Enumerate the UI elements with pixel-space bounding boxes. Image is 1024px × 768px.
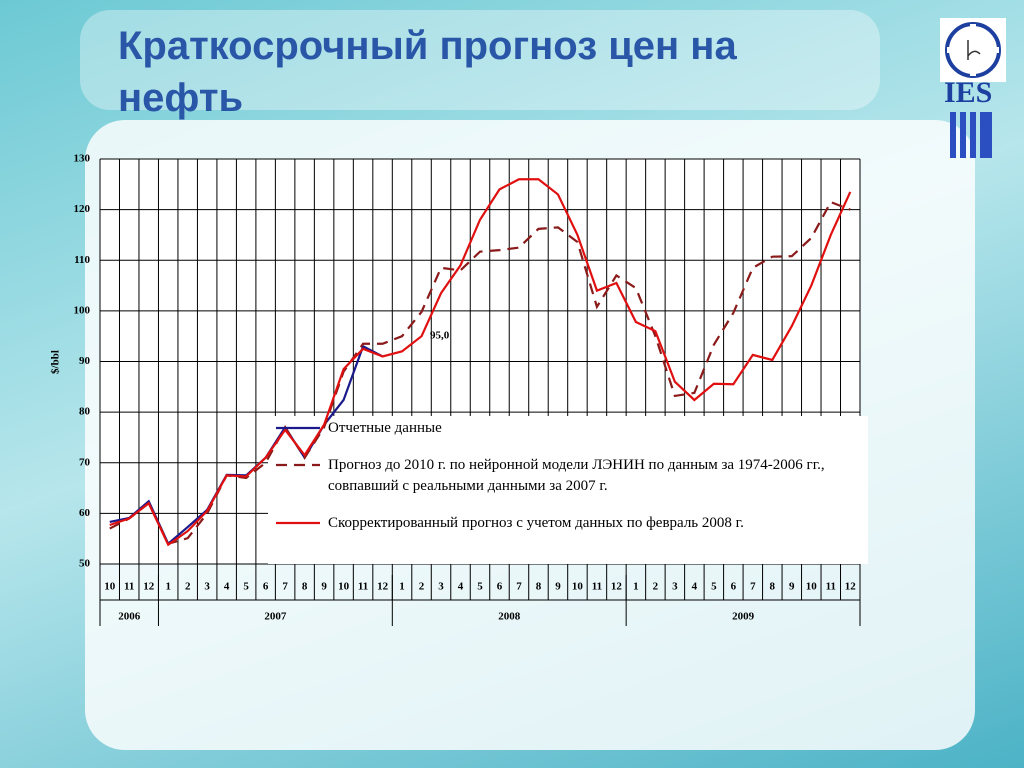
x-tick-label: 12	[143, 581, 155, 593]
x-tick-label: 9	[555, 581, 561, 593]
y-tick-label: 100	[74, 304, 91, 316]
legend-label: Скорректированный прогноз с учетом данны…	[328, 515, 744, 531]
x-tick-label: 5	[711, 581, 717, 593]
x-tick-label: 3	[438, 581, 444, 593]
legend-swatch	[276, 463, 320, 467]
legend: Отчетные данные Прогноз до 2010 г. по ней…	[270, 418, 870, 550]
x-tick-label: 1	[165, 581, 171, 593]
x-tick-label: 6	[497, 581, 503, 593]
x-tick-label: 5	[243, 581, 249, 593]
x-tick-label: 4	[458, 581, 464, 593]
logo	[940, 18, 1006, 82]
legend-box	[268, 416, 868, 564]
y-tick-label: 70	[79, 456, 91, 468]
x-tick-label: 10	[104, 581, 116, 593]
x-tick-label: 1	[633, 581, 639, 593]
x-tick-label: 11	[124, 581, 134, 593]
legend-entry: Прогноз до 2010 г. по нейронной модели Л…	[270, 455, 870, 497]
x-tick-label: 12	[377, 581, 389, 593]
x-tick-label: 8	[302, 581, 308, 593]
y-axis-label: $/bbl	[50, 350, 62, 374]
x-tick-label: 1	[399, 581, 405, 593]
slide-title: Краткосрочный прогноз цен на нефть	[118, 24, 737, 120]
logo-text: IES	[944, 76, 993, 109]
x-tick-label: 11	[826, 581, 836, 593]
x-tick-label: 4	[224, 581, 230, 593]
legend-entry: Отчетные данные	[270, 418, 870, 439]
x-tick-label: 2	[419, 581, 425, 593]
x-tick-label: 8	[536, 581, 542, 593]
x-tick-label: 3	[672, 581, 678, 593]
legend-swatch	[276, 521, 320, 525]
x-tick-label: 12	[611, 581, 623, 593]
year-label: 2009	[732, 611, 755, 623]
x-tick-label: 7	[516, 581, 522, 593]
x-tick-label: 10	[572, 581, 584, 593]
x-tick-label: 3	[204, 581, 210, 593]
legend-label: Прогноз до 2010 г. по нейронной модели Л…	[328, 457, 825, 494]
x-tick-label: 11	[592, 581, 602, 593]
x-tick-label: 2	[653, 581, 659, 593]
year-label: 2006	[118, 611, 141, 623]
panel	[80, 10, 880, 110]
annotation: 95,0	[430, 330, 450, 342]
x-tick-label: 11	[358, 581, 368, 593]
x-tick-label: 2	[185, 581, 191, 593]
y-tick-label: 130	[74, 153, 91, 165]
legend-swatch	[276, 426, 320, 430]
x-tick-label: 6	[731, 581, 737, 593]
x-tick-label: 10	[806, 581, 818, 593]
x-tick-label: 7	[750, 581, 756, 593]
x-tick-label: 12	[845, 581, 857, 593]
legend-label: Отчетные данные	[328, 420, 442, 436]
y-tick-label: 60	[79, 507, 91, 519]
y-tick-label: 110	[74, 254, 90, 266]
x-tick-label: 7	[282, 581, 288, 593]
logo-icon	[945, 22, 1001, 78]
x-tick-label: 4	[692, 581, 698, 593]
series-line	[109, 178, 852, 547]
x-tick-label: 5	[477, 581, 483, 593]
y-tick-label: 120	[74, 203, 91, 215]
year-label: 2008	[498, 611, 521, 623]
x-tick-label: 9	[789, 581, 795, 593]
x-tick-label: 10	[338, 581, 350, 593]
series-line	[109, 200, 851, 546]
year-label: 2007	[264, 611, 287, 623]
y-tick-label: 80	[79, 406, 91, 418]
x-tick-label: 6	[263, 581, 269, 593]
y-tick-label: 50	[79, 558, 91, 570]
x-tick-label: 8	[770, 581, 776, 593]
y-tick-label: 90	[79, 355, 91, 367]
legend-entry: Скорректированный прогноз с учетом данны…	[270, 513, 870, 534]
x-tick-label: 9	[321, 581, 327, 593]
